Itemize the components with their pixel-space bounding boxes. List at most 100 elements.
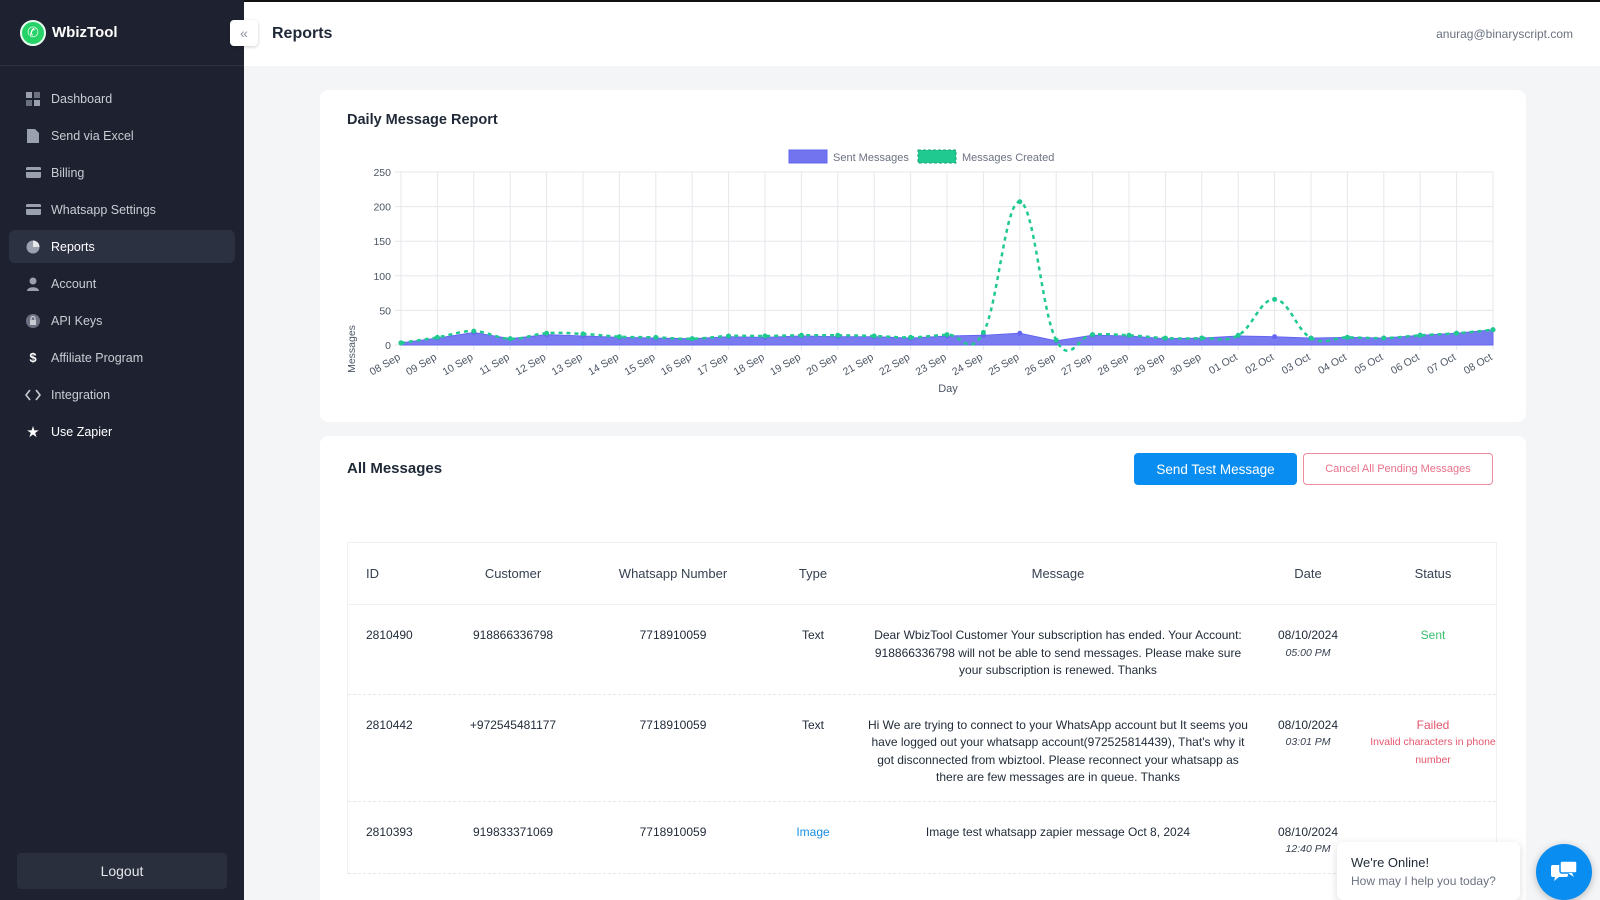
messages-created-point[interactable] — [1053, 337, 1059, 343]
sent-messages-point[interactable] — [1017, 330, 1023, 336]
messages-created-point[interactable] — [689, 336, 695, 342]
sidebar-item-reports[interactable]: Reports — [9, 230, 235, 263]
x-axis-ticks: 08 Sep 09 Sep 10 Sep 11 Sep 12 Sep 13 Sep 14 S… — [368, 351, 1495, 378]
cell-id: 2810393 — [366, 824, 413, 839]
table-header-row: ID Customer Whatsapp Number Type Message… — [348, 543, 1496, 605]
x-tick-label: 23 Sep — [914, 351, 949, 378]
column-header-status[interactable]: Status — [1414, 566, 1452, 581]
sidebar-item-affiliate-program[interactable]: $ Affiliate Program — [9, 341, 235, 374]
table-row[interactable]: 2810442 +972545481177 7718910059 Text Hi… — [348, 695, 1496, 802]
chart-grid — [395, 171, 1494, 350]
messages-created-point[interactable] — [1454, 330, 1460, 336]
messages-created-point[interactable] — [1235, 332, 1241, 338]
cell-message: Image test whatsapp zapier message Oct 8… — [925, 824, 1191, 839]
legend-swatch-created[interactable] — [917, 149, 957, 164]
column-header-customer[interactable]: Customer — [484, 566, 542, 581]
messages-created-point[interactable] — [1272, 296, 1278, 302]
legend-label-created[interactable]: Messages Created — [962, 152, 1054, 164]
messages-created-point[interactable] — [1490, 327, 1496, 333]
date-value: 08/10/2024 — [1277, 628, 1339, 642]
messages-created-point[interactable] — [1417, 332, 1423, 338]
column-header-id[interactable]: ID — [366, 566, 379, 581]
y-axis-label: Messages — [346, 325, 358, 373]
cell-type[interactable]: Image — [796, 824, 830, 839]
messages-created-point[interactable] — [798, 332, 804, 338]
messages-created-point[interactable] — [1199, 335, 1205, 341]
messages-created-point[interactable] — [762, 333, 768, 339]
table-row[interactable]: 2810490 918866336798 7718910059 Text Dea… — [348, 605, 1496, 695]
table-row[interactable]: 2810393 919833371069 7718910059 Image Im… — [348, 802, 1496, 874]
sidebar: ✆ WbizTool Dashboard Send via Excel Bill… — [0, 0, 244, 900]
x-tick-label: 28 Sep — [1096, 351, 1131, 378]
messages-created-line[interactable] — [400, 200, 1494, 352]
messages-created-point[interactable] — [616, 334, 622, 340]
messages-created-point[interactable] — [398, 340, 404, 346]
collapse-sidebar-button[interactable]: « — [230, 20, 258, 46]
x-tick-label: 24 Sep — [950, 351, 985, 378]
messages-created-point[interactable] — [434, 334, 440, 340]
messages-created-point[interactable] — [1090, 332, 1096, 338]
chat-launcher-button[interactable] — [1536, 844, 1592, 900]
cell-type: Text — [801, 717, 824, 732]
sidebar-item-billing[interactable]: Billing — [9, 156, 235, 189]
messages-created-point[interactable] — [471, 328, 477, 334]
messages-created-point[interactable] — [1017, 199, 1023, 205]
messages-created-point[interactable] — [1308, 335, 1314, 341]
sidebar-item-label: Send via Excel — [51, 128, 134, 143]
column-header-whatsapp-number[interactable]: Whatsapp Number — [618, 566, 728, 581]
x-tick-label: 27 Sep — [1059, 351, 1094, 378]
legend-label-sent[interactable]: Sent Messages — [833, 152, 909, 164]
messages-created-point[interactable] — [544, 330, 550, 336]
whatsapp-icon: ✆ — [20, 19, 46, 46]
messages-created-point[interactable] — [980, 330, 986, 336]
brand[interactable]: ✆ WbizTool — [0, 0, 244, 66]
messages-created-point[interactable] — [1162, 335, 1168, 341]
code-icon — [25, 387, 41, 403]
legend-swatch-sent[interactable] — [788, 149, 828, 164]
messages-created-point[interactable] — [1126, 332, 1132, 338]
logout-button[interactable]: Logout — [17, 853, 227, 889]
sent-messages-point[interactable] — [1272, 334, 1278, 340]
chat-icon — [1551, 860, 1578, 881]
card-icon — [25, 165, 41, 181]
send-test-message-button[interactable]: Send Test Message — [1134, 453, 1297, 485]
messages-created-point[interactable] — [507, 336, 513, 342]
sidebar-item-label: Billing — [51, 165, 85, 180]
messages-created-point[interactable] — [580, 331, 586, 337]
messages-created-point[interactable] — [653, 334, 659, 340]
y-tick-label: 100 — [373, 271, 391, 283]
messages-created-point[interactable] — [908, 334, 914, 340]
messages-created-point[interactable] — [835, 332, 841, 338]
messages-created-series — [398, 199, 1496, 352]
pie-chart-icon — [25, 239, 41, 255]
user-email[interactable]: anurag@binaryscript.com — [1436, 27, 1573, 41]
status-reason: Invalid characters in phone number — [1370, 736, 1496, 766]
column-header-date[interactable]: Date — [1294, 566, 1322, 581]
sidebar-item-send-via-excel[interactable]: Send via Excel — [9, 119, 235, 152]
cell-number: 7718910059 — [639, 717, 707, 732]
status-badge: Sent — [1420, 628, 1446, 642]
sidebar-item-api-keys[interactable]: API Keys — [9, 304, 235, 337]
cell-customer: +972545481177 — [469, 717, 557, 732]
sidebar-item-whatsapp-settings[interactable]: Whatsapp Settings — [9, 193, 235, 226]
chat-bubble[interactable]: We're Online! How may I help you today? — [1337, 842, 1520, 900]
x-tick-label: 08 Sep — [368, 351, 403, 378]
messages-created-point[interactable] — [1344, 334, 1350, 340]
sidebar-item-integration[interactable]: Integration — [9, 378, 235, 411]
messages-created-point[interactable] — [871, 333, 877, 339]
column-header-message[interactable]: Message — [1031, 566, 1085, 581]
sidebar-item-label: Dashboard — [51, 91, 113, 106]
sidebar-item-use-zapier[interactable]: ★ Use Zapier — [9, 415, 235, 448]
messages-created-point[interactable] — [1381, 335, 1387, 341]
x-tick-label: 29 Sep — [1132, 351, 1167, 378]
y-tick-label: 250 — [373, 167, 391, 179]
cell-id: 2810442 — [366, 717, 413, 732]
sidebar-item-account[interactable]: Account — [9, 267, 235, 300]
messages-created-point[interactable] — [944, 332, 950, 338]
cancel-pending-messages-button[interactable]: Cancel All Pending Messages — [1303, 453, 1493, 485]
x-tick-label: 04 Oct — [1316, 351, 1349, 377]
cell-id: 2810490 — [366, 628, 413, 642]
column-header-type[interactable]: Type — [798, 566, 828, 581]
messages-created-point[interactable] — [726, 333, 732, 339]
sidebar-item-dashboard[interactable]: Dashboard — [9, 82, 235, 115]
